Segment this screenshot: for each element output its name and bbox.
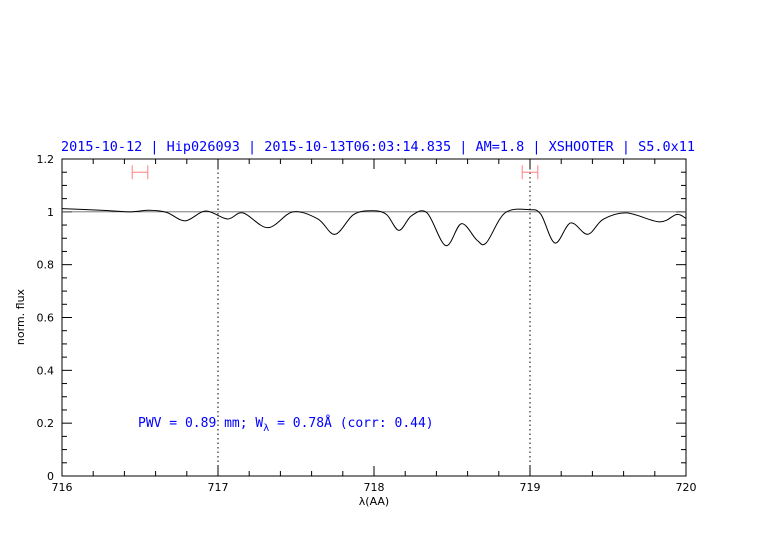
y-tick-label: 1.2 (37, 153, 55, 166)
y-tick-label: 0 (47, 470, 54, 483)
y-tick-label: 1 (47, 206, 54, 219)
y-axis-label: norm. flux (14, 288, 27, 345)
y-tick-label: 0.2 (37, 417, 55, 430)
x-axis-label: λ(AA) (359, 495, 389, 508)
y-tick-label: 0.8 (37, 259, 55, 272)
spectrum-line (61, 208, 687, 247)
x-tick-label: 716 (52, 481, 73, 494)
x-tick-label: 718 (364, 481, 385, 494)
x-tick-label: 717 (208, 481, 229, 494)
axes: 716 717 718 719 720 0 0.2 0.4 0.6 0.8 1 1.2 (37, 153, 697, 494)
x-tick-label: 720 (676, 481, 697, 494)
y-tick-label: 0.4 (37, 364, 55, 377)
pwv-annotation: PWV = 0.89 mm; Wλ = 0.78Å (corr: 0.44) (138, 415, 434, 434)
y-tick-label: 0.6 (37, 312, 55, 325)
x-tick-label: 719 (520, 481, 541, 494)
chart-title: 2015-10-12 | Hip026093 | 2015-10-13T06:0… (61, 139, 695, 155)
